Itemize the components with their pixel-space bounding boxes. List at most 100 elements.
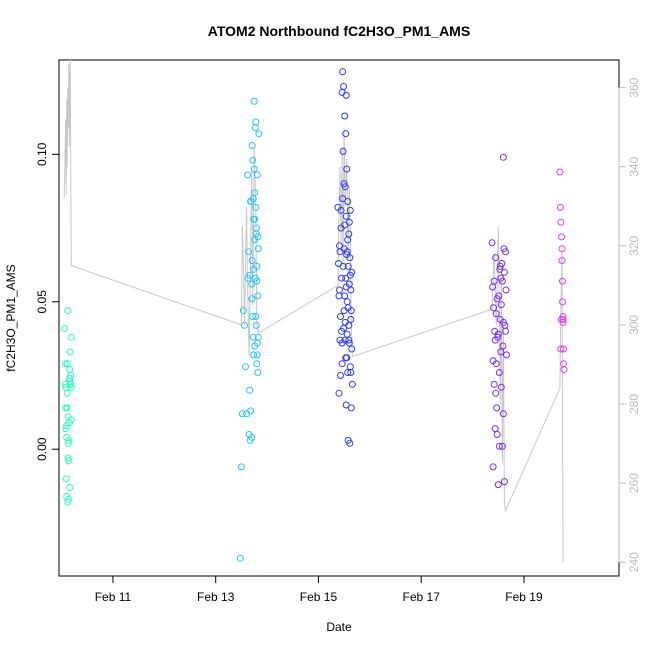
data-point — [61, 324, 69, 332]
y2-tick-label: 280 — [627, 394, 641, 414]
data-point — [340, 83, 348, 90]
data-point — [502, 248, 509, 256]
data-point — [242, 363, 249, 371]
data-point — [346, 439, 354, 447]
data-point — [247, 198, 255, 205]
data-point — [558, 233, 565, 241]
y2-tick-label: 260 — [627, 473, 641, 493]
data-point — [342, 354, 350, 362]
data-point — [255, 130, 263, 138]
data-point — [348, 380, 356, 388]
data-point — [66, 348, 74, 356]
data-point — [497, 383, 505, 391]
data-point — [494, 330, 502, 338]
data-point — [63, 404, 71, 412]
data-point — [342, 91, 350, 99]
y2-tick-label: 340 — [627, 156, 641, 176]
data-point — [560, 366, 568, 374]
data-point — [490, 277, 498, 285]
x-tick-label: Feb 17 — [403, 590, 441, 604]
data-point — [489, 357, 497, 365]
x-tick-label: Feb 11 — [95, 590, 132, 604]
y-tick-label: 0.00 — [35, 437, 49, 461]
data-point — [238, 410, 246, 418]
data-point — [246, 271, 254, 279]
data-point — [499, 410, 507, 418]
data-point — [338, 360, 346, 368]
data-point — [251, 342, 259, 350]
data-point — [499, 153, 507, 161]
chart-title: ATOM2 Northbound fC2H3O_PM1_AMS — [208, 23, 470, 39]
data-point — [64, 439, 72, 447]
data-point — [250, 265, 258, 273]
data-point — [254, 369, 262, 376]
data-point — [500, 268, 508, 276]
data-point — [341, 112, 349, 120]
data-point — [239, 307, 247, 315]
data-point — [340, 180, 348, 188]
data-point — [345, 339, 353, 347]
data-point — [345, 218, 353, 226]
data-point — [489, 463, 497, 471]
data-point — [248, 257, 256, 264]
data-point — [344, 236, 352, 244]
data-point — [62, 425, 70, 433]
data-point — [62, 475, 70, 483]
data-point — [494, 481, 502, 489]
data-point — [498, 277, 506, 285]
data-point — [341, 183, 349, 191]
data-point — [558, 245, 566, 253]
data-point — [254, 233, 262, 241]
data-point — [237, 463, 245, 471]
data-point — [253, 277, 261, 285]
data-point — [247, 407, 255, 415]
data-point — [252, 224, 260, 232]
data-point — [253, 171, 261, 179]
data-point — [250, 165, 258, 173]
axes-layer: Feb 11 Feb 13 Feb 15 Feb 17 Feb 19 0.00 0.05 0.… — [35, 77, 641, 604]
data-point — [252, 313, 260, 320]
data-point — [248, 295, 256, 303]
data-point — [63, 422, 71, 430]
data-point — [498, 442, 506, 450]
data-point — [337, 313, 344, 320]
data-point — [248, 433, 256, 441]
data-point — [345, 336, 353, 344]
data-point — [559, 277, 566, 285]
data-point — [346, 206, 354, 214]
data-point — [339, 147, 347, 155]
data-point — [339, 262, 347, 270]
data-point — [497, 348, 505, 356]
data-point — [67, 416, 75, 424]
data-point — [248, 142, 256, 149]
y2-tick-label: 300 — [627, 315, 641, 335]
y2-tick-label: 240 — [627, 552, 641, 572]
data-point — [250, 97, 258, 105]
data-point — [252, 203, 260, 211]
y2-tick-label: 360 — [627, 77, 641, 97]
data-point — [495, 442, 503, 450]
data-point — [497, 301, 505, 309]
data-point — [342, 401, 350, 409]
data-point — [492, 389, 500, 397]
data-point — [347, 316, 355, 323]
data-point — [252, 321, 260, 329]
data-point — [493, 404, 501, 412]
data-point — [246, 386, 254, 394]
data-point — [249, 156, 257, 164]
data-point — [65, 457, 73, 465]
data-point — [344, 198, 352, 205]
data-point — [491, 336, 499, 344]
data-point — [340, 324, 348, 332]
data-point — [337, 206, 345, 214]
data-point — [343, 165, 351, 173]
data-point — [249, 313, 257, 320]
data-point — [496, 262, 504, 270]
y-tick-label: 0.10 — [35, 142, 49, 166]
x-tick-label: Feb 15 — [300, 590, 338, 604]
data-point — [560, 345, 567, 353]
data-point — [347, 369, 355, 376]
data-point — [342, 283, 350, 291]
